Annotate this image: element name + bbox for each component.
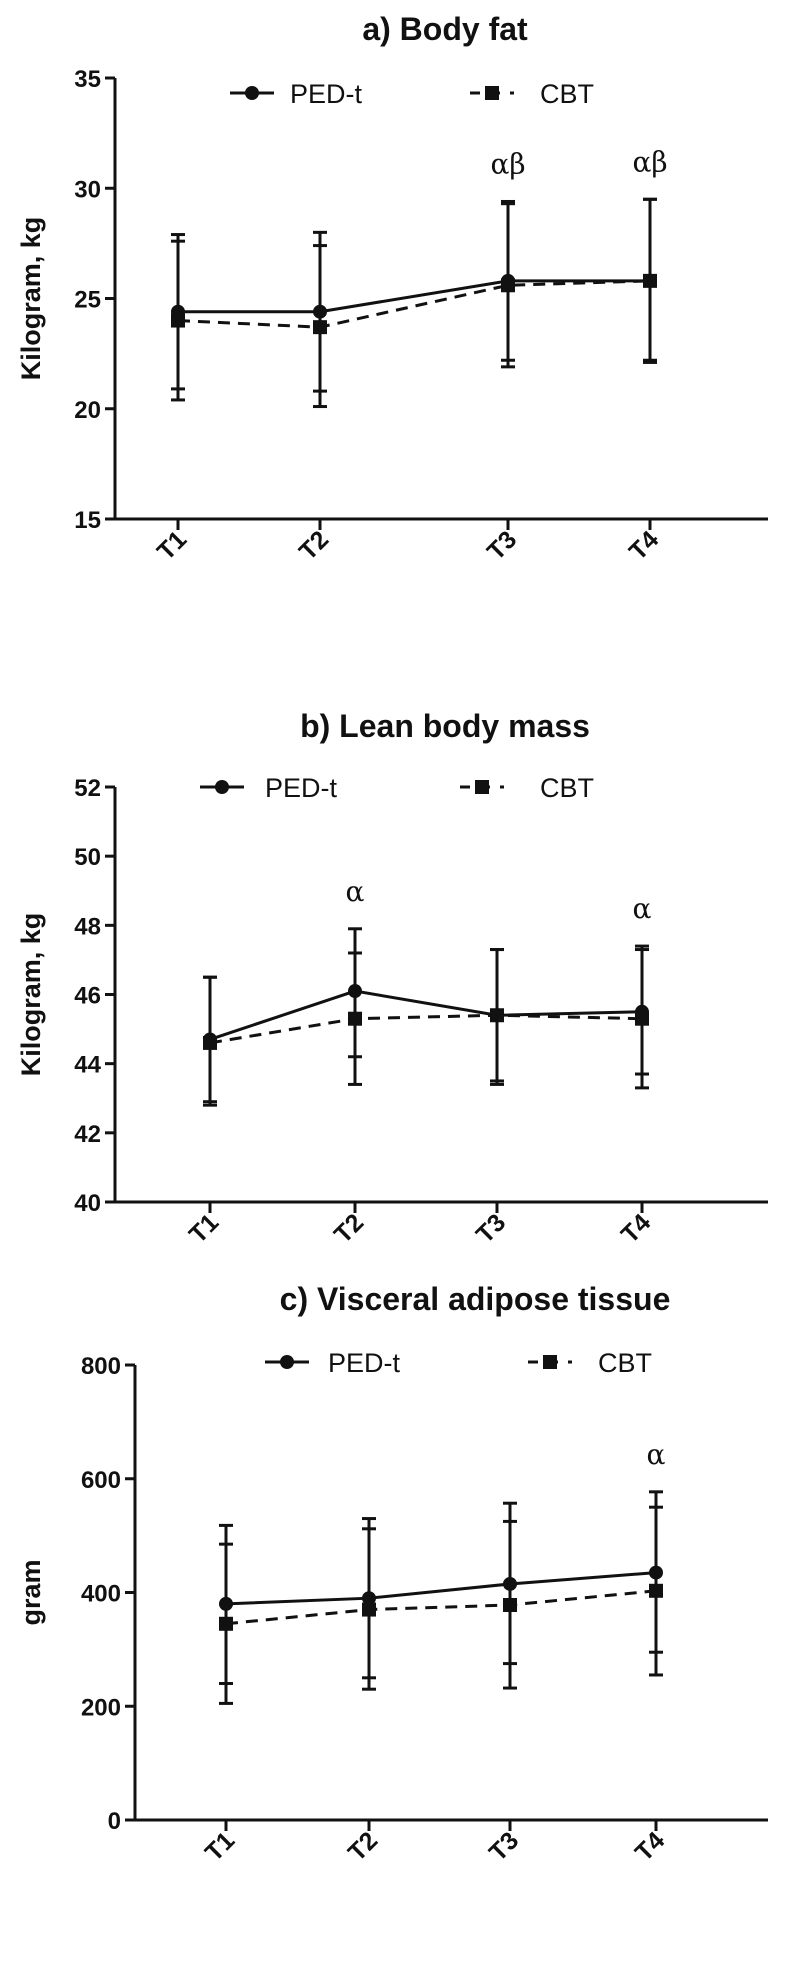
series-cbt [171, 197, 657, 409]
data-point [203, 1035, 217, 1050]
y-tick-label: 600 [81, 1467, 121, 1494]
y-tick-label: 20 [74, 397, 101, 424]
y-tick-label: 25 [74, 287, 101, 314]
series-line [225, 1571, 657, 1606]
chart-title: b) Lean body mass [300, 708, 590, 744]
data-point [490, 1008, 504, 1023]
legend-label: CBT [540, 773, 594, 803]
legend-label: CBT [540, 79, 594, 109]
y-tick-label: 800 [81, 1353, 121, 1380]
y-tick-label: 46 [74, 983, 101, 1010]
series-cbt [203, 948, 649, 1107]
legend-item: PED-t [200, 773, 338, 803]
legend-marker [245, 86, 259, 100]
series-line [225, 1589, 657, 1626]
x-tick-label: T3 [482, 525, 522, 565]
x-tick-label: T4 [624, 525, 664, 565]
x-tick-label: T2 [329, 1208, 369, 1248]
legend-item: PED-t [230, 79, 363, 109]
legend-label: PED-t [265, 773, 338, 803]
y-tick-label: 30 [74, 176, 101, 203]
data-point [348, 1011, 362, 1026]
x-tick-label: T1 [200, 1826, 240, 1866]
significance-annotation: αβ [490, 147, 525, 180]
data-point [171, 313, 185, 328]
legend-item: CBT [460, 773, 594, 803]
y-tick-label: 42 [74, 1121, 101, 1148]
legend-item: CBT [470, 79, 594, 109]
y-tick-label: 35 [74, 66, 101, 93]
x-tick-label: T3 [471, 1208, 511, 1248]
data-point [313, 320, 327, 335]
legend-item: PED-t [265, 1348, 401, 1378]
y-tick-label: 52 [74, 775, 101, 802]
series-ped-t [203, 927, 649, 1104]
chart-panel-1: a) Body fat 15 20 25 30 35 Kilogram, kg T1 T2 T3 T… [16, 11, 768, 566]
series-cbt [219, 1505, 663, 1705]
y-tick-label: 44 [74, 1052, 101, 1079]
series-line [177, 279, 651, 329]
significance-annotation: αβ [632, 145, 667, 178]
significance-annotation: α [633, 892, 652, 925]
series-ped-t [219, 1490, 663, 1685]
legend-marker [280, 1355, 294, 1369]
legend-label: PED-t [290, 79, 363, 109]
data-point [643, 273, 657, 288]
data-point [649, 1583, 663, 1598]
x-tick-label: T1 [152, 525, 192, 565]
series-line [209, 1013, 643, 1045]
data-point [219, 1616, 233, 1631]
legend-marker [543, 1355, 557, 1369]
legend-marker [485, 86, 499, 100]
significance-annotation: α [647, 1438, 666, 1471]
data-point [501, 278, 515, 293]
legend-item: CBT [528, 1348, 652, 1378]
series-line [209, 989, 643, 1041]
x-tick-label: T4 [630, 1826, 670, 1866]
data-point [635, 1011, 649, 1026]
significance-annotation: α [346, 875, 365, 908]
legend-marker [475, 780, 489, 794]
x-tick-label: T2 [343, 1826, 383, 1866]
y-tick-label: 48 [74, 913, 101, 940]
legend-marker [215, 780, 229, 794]
y-tick-label: 0 [108, 1808, 121, 1835]
y-tick-label: 400 [81, 1581, 121, 1608]
x-tick-label: T2 [294, 525, 334, 565]
series-ped-t [171, 197, 657, 393]
data-point [362, 1602, 376, 1617]
x-tick-label: T1 [184, 1208, 224, 1248]
x-tick-label: T4 [616, 1208, 656, 1248]
y-axis-label: Kilogram, kg [16, 217, 46, 381]
chart-title: a) Body fat [362, 11, 528, 47]
chart-panel-2: b) Lean body mass 40 42 44 46 48 50 52 Kilogram,… [16, 708, 768, 1249]
legend-label: PED-t [328, 1348, 401, 1378]
chart-panel-3: c) Visceral adipose tissue 0 200 400 600 800 g… [16, 1281, 768, 1867]
legend-label: CBT [598, 1348, 652, 1378]
data-point [503, 1598, 517, 1613]
y-axis-label: Kilogram, kg [16, 913, 46, 1077]
y-tick-label: 50 [74, 844, 101, 871]
chart-title: c) Visceral adipose tissue [280, 1281, 671, 1317]
y-tick-label: 200 [81, 1694, 121, 1721]
y-tick-label: 15 [74, 507, 101, 534]
series-line [178, 279, 650, 314]
y-tick-label: 40 [74, 1190, 101, 1217]
y-axis-label: gram [16, 1559, 46, 1625]
x-tick-label: T3 [484, 1826, 524, 1866]
